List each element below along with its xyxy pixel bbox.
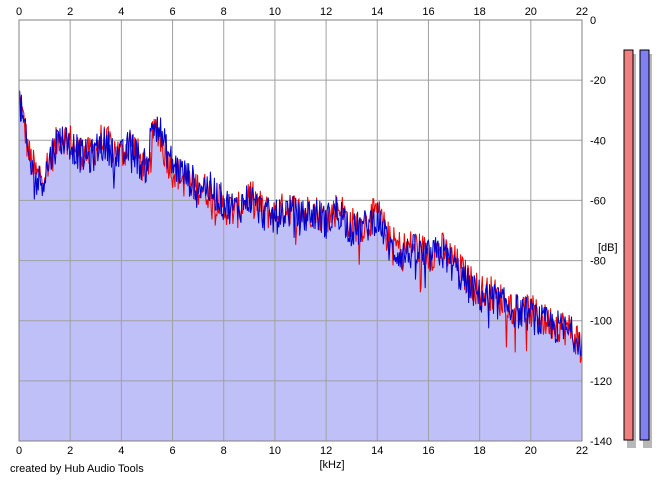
x-tick-label-bottom: 16 [422, 445, 434, 457]
x-tick-label-top: 20 [525, 6, 537, 18]
meter-right-bar [639, 49, 650, 441]
y-tick-label: -80 [590, 256, 606, 268]
x-tick-label-bottom: 8 [221, 445, 227, 457]
x-tick-label-bottom: 18 [474, 445, 486, 457]
x-tick-label-top: 22 [576, 6, 588, 18]
x-tick-label-top: 18 [474, 6, 486, 18]
spectrum-line-right [18, 90, 583, 357]
x-tick-label-top: 12 [320, 6, 332, 18]
x-tick-label-top: 8 [221, 6, 227, 18]
x-tick-label-bottom: 10 [269, 445, 281, 457]
y-tick-label: -60 [590, 195, 606, 207]
x-tick-label-bottom: 14 [371, 445, 383, 457]
plot-border [18, 19, 583, 442]
credit-text: created by Hub Audio Tools [10, 463, 144, 475]
x-tick-label-bottom: 4 [118, 445, 124, 457]
y-tick-label: -20 [590, 75, 606, 87]
y-tick-label: -100 [590, 316, 612, 328]
x-tick-label-top: 14 [371, 6, 383, 18]
y-axis-label: [dB] [598, 242, 618, 254]
y-tick-label: -40 [590, 135, 606, 147]
x-tick-label-top: 10 [269, 6, 281, 18]
x-tick-label-bottom: 2 [67, 445, 73, 457]
y-tick-label: 0 [590, 15, 596, 27]
x-tick-label-top: 6 [169, 6, 175, 18]
x-axis-label: [kHz] [319, 459, 344, 471]
x-tick-label-top: 0 [16, 6, 22, 18]
x-tick-label-top: 16 [422, 6, 434, 18]
x-tick-label-bottom: 0 [16, 445, 22, 457]
x-tick-label-bottom: 12 [320, 445, 332, 457]
x-tick-label-bottom: 6 [169, 445, 175, 457]
x-tick-label-top: 4 [118, 6, 124, 18]
spectrum-fill-area [19, 89, 582, 441]
x-tick-label-bottom: 22 [576, 445, 588, 457]
y-tick-label: -120 [590, 376, 612, 388]
x-tick-label-top: 2 [67, 6, 73, 18]
meter-left-bar [623, 49, 634, 441]
y-tick-label: -140 [590, 436, 612, 448]
x-tick-label-bottom: 20 [525, 445, 537, 457]
